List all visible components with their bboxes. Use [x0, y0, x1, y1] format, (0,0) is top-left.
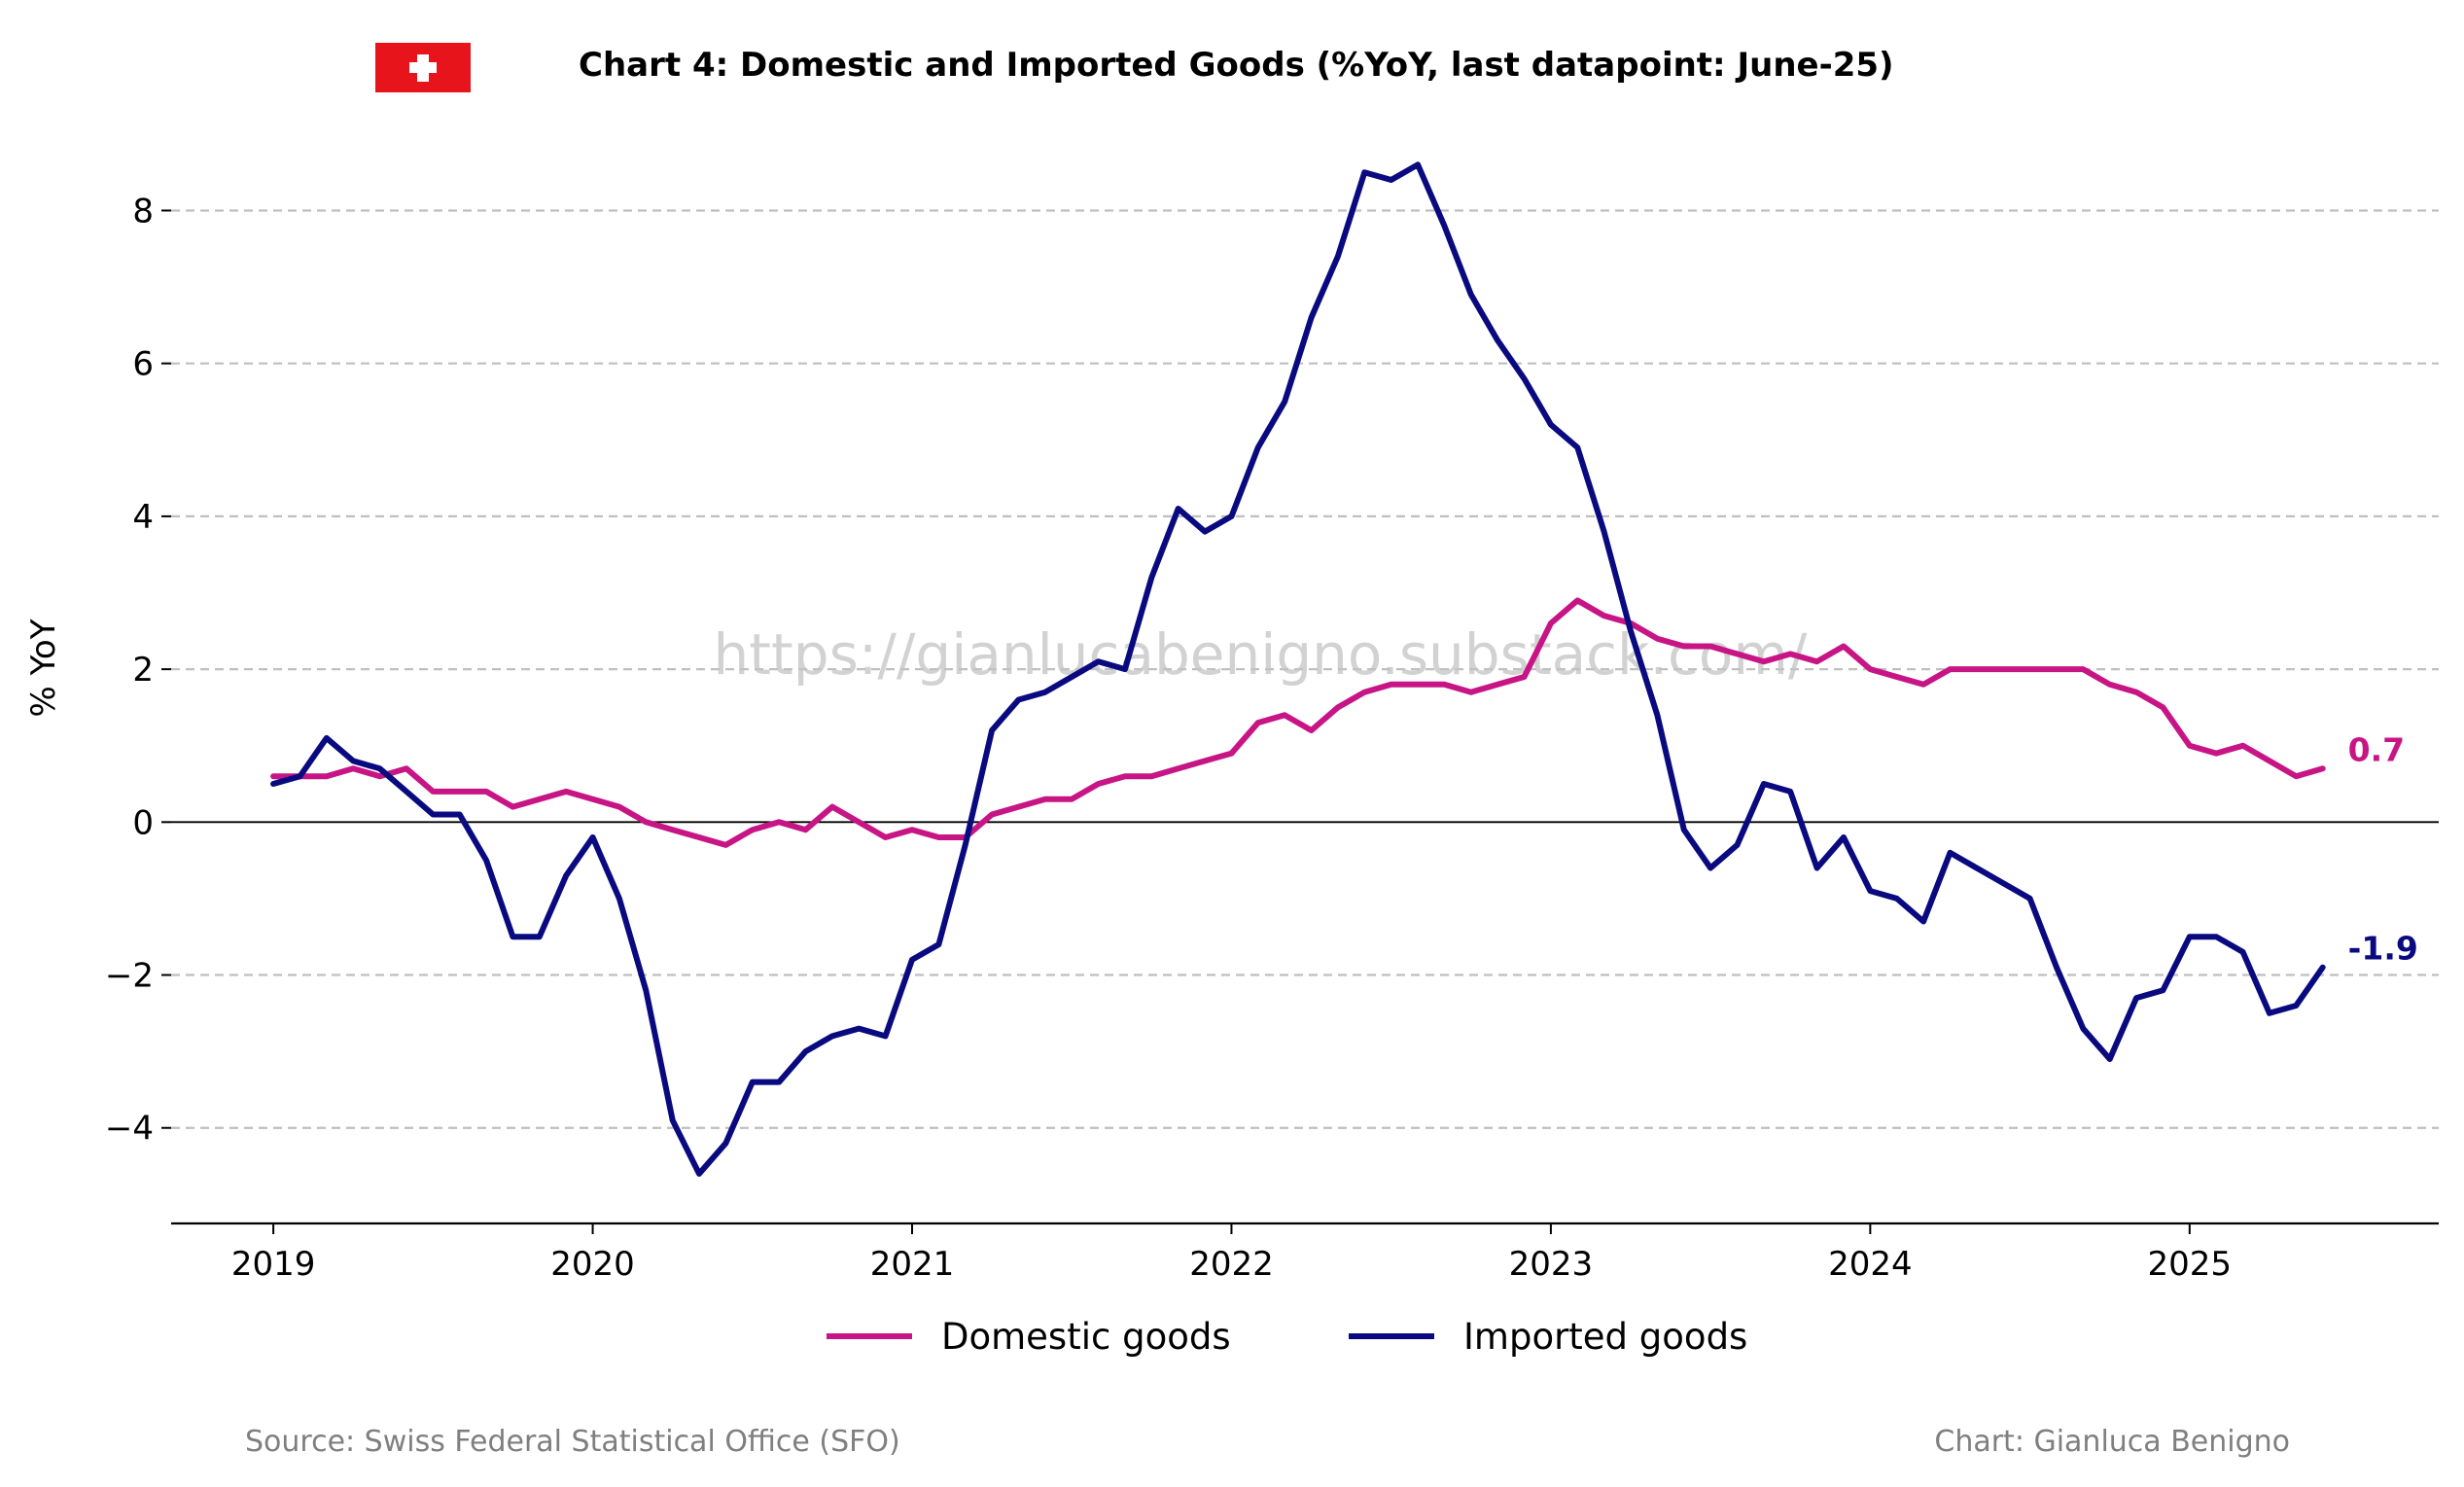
watermark: https://gianlucabenigno.substack.com/ — [714, 621, 1808, 688]
end-labels: 0.7 -1.9 — [2348, 730, 2418, 967]
x-tick-label: 2020 — [550, 1245, 635, 1284]
x-tick-label: 2024 — [1828, 1245, 1913, 1284]
y-tick-label: −4 — [105, 1110, 154, 1149]
legend-label: Imported goods — [1463, 1316, 1747, 1358]
legend: Domestic goods Imported goods — [827, 1316, 1747, 1358]
x-tick-label: 2021 — [870, 1245, 955, 1284]
x-tick-label: 2025 — [2148, 1245, 2233, 1284]
end-label: 0.7 — [2348, 730, 2405, 768]
chart-title: Chart 4: Domestic and Imported Goods (%Y… — [579, 46, 1894, 85]
x-axis: 2019 2020 2021 2022 2023 2024 2025 — [171, 1221, 2439, 1284]
y-axis-label: % YoY — [24, 619, 63, 717]
series-lines — [270, 161, 2326, 1177]
y-axis: −4 −2 0 2 4 6 8 — [105, 192, 171, 1149]
y-tick-label: 4 — [132, 498, 154, 537]
y-tick-label: 6 — [132, 345, 154, 384]
y-tick-label: 0 — [132, 803, 154, 842]
x-tick-label: 2019 — [231, 1245, 316, 1284]
y-tick-label: 8 — [132, 192, 154, 230]
end-label: -1.9 — [2348, 930, 2418, 968]
chart-credit: Chart: Gianluca Benigno — [1934, 1425, 2290, 1459]
series-line — [270, 597, 2326, 848]
legend-label: Domestic goods — [941, 1316, 1231, 1358]
series-line — [270, 161, 2326, 1177]
swiss-flag-icon — [375, 43, 471, 92]
x-tick-label: 2022 — [1189, 1245, 1274, 1284]
y-tick-label: −2 — [105, 957, 154, 996]
source-note: Source: Swiss Federal Statistical Office… — [245, 1425, 900, 1459]
y-tick-label: 2 — [132, 651, 154, 690]
x-tick-label: 2023 — [1509, 1245, 1594, 1284]
